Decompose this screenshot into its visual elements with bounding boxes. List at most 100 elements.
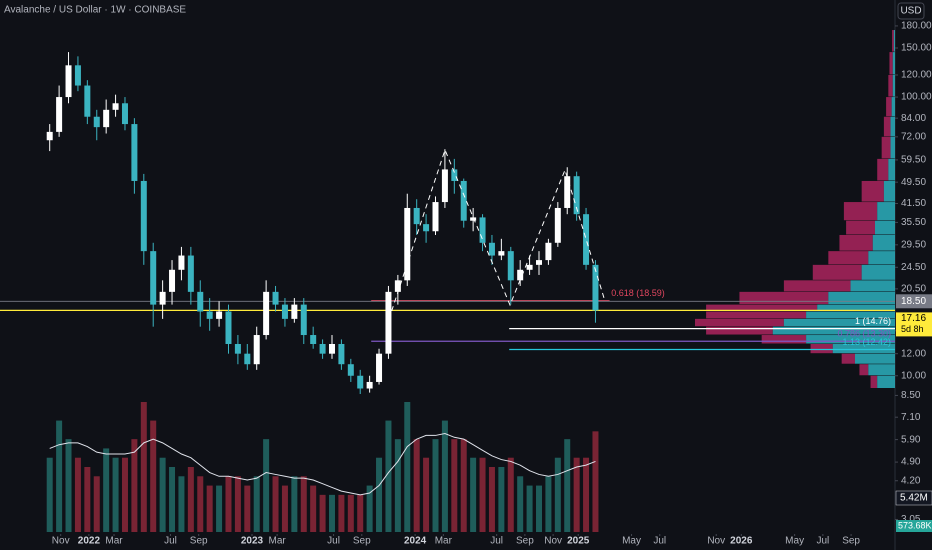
candle-body [488, 242, 495, 256]
volume-bar [310, 485, 317, 532]
candle-body [517, 269, 524, 281]
last-price-label: 17.16 [901, 313, 926, 324]
volume-bar [423, 457, 430, 532]
x-tick-label: Jul [164, 536, 177, 547]
y-tick-label: 4.20 [901, 475, 921, 486]
volume-bar [366, 485, 373, 532]
profile-up [877, 375, 895, 389]
candle-body [197, 291, 204, 312]
volume-bar [470, 457, 477, 532]
candle-body [573, 176, 580, 215]
candle-body [253, 335, 260, 365]
candle-body [150, 251, 157, 305]
volume-bar [583, 457, 590, 532]
volume-ma-badge-label: 573.68K [898, 520, 932, 530]
volume-bar [300, 476, 307, 532]
profile-up [828, 291, 895, 305]
volume-bar [432, 439, 439, 532]
y-tick-label: 41.50 [901, 198, 926, 209]
volume-bar [112, 457, 119, 532]
candle-body [206, 311, 213, 319]
candle-body [357, 375, 364, 389]
x-tick-label: 2026 [730, 536, 753, 547]
candle-body [300, 304, 307, 336]
y-tick-label: 24.50 [901, 262, 926, 273]
x-tick-label: Sep [516, 536, 534, 547]
volume-bar [536, 485, 543, 532]
profile-down [761, 335, 807, 344]
volume-bar [84, 467, 91, 532]
volume-bar [178, 476, 185, 532]
x-tick-label: Jul [816, 536, 829, 547]
candle-body [376, 353, 383, 382]
candle-body [112, 103, 119, 110]
profile-up [872, 234, 895, 251]
y-tick-label: 29.50 [901, 239, 926, 250]
profile-down [839, 234, 873, 251]
profile-down [783, 280, 851, 292]
volume-bar [328, 494, 335, 532]
volume-pane [46, 402, 599, 532]
profile-down [812, 264, 862, 280]
x-tick-label: Jul [653, 536, 666, 547]
candle-body [169, 269, 176, 292]
candle-body [432, 202, 439, 232]
volume-bar [479, 457, 486, 532]
candle-body [234, 343, 241, 354]
currency-box[interactable] [897, 2, 925, 20]
candle-body [93, 116, 100, 128]
profile-up [861, 264, 895, 280]
price-pane: 0.618 (18.59) 1 (14.76) 0.786 (13.30)1.13 … [0, 52, 895, 395]
candle-body [84, 85, 91, 117]
volume-bar [74, 457, 81, 532]
candle-body [423, 224, 430, 232]
volume-bar [498, 467, 505, 532]
profile-down [883, 116, 891, 137]
x-tick-label: Nov [544, 536, 562, 547]
candle-body [536, 260, 543, 265]
countdown: 5d 8h [901, 324, 924, 334]
y-tick-label: 10.00 [901, 370, 926, 381]
volume-bar [159, 457, 166, 532]
y-tick-label: 7.10 [901, 412, 921, 423]
volume-bar [291, 476, 298, 532]
volume-badge [895, 490, 932, 506]
profile-up [875, 220, 895, 235]
profile-down [706, 311, 807, 319]
x-tick-label: May [785, 536, 804, 547]
pattern-drawing [385, 148, 605, 329]
currency[interactable]: USD [900, 6, 921, 17]
y-tick-label: 35.50 [901, 217, 926, 228]
volume-bar [517, 476, 524, 532]
profile-down [888, 75, 893, 97]
marked-price-label: 18.50 [901, 296, 926, 307]
volume-bar [56, 420, 63, 532]
candle-body [592, 264, 599, 311]
volume-bar [376, 457, 383, 532]
volume-bar [460, 439, 467, 532]
profile-up [772, 326, 895, 335]
candle-body [159, 291, 166, 305]
volume-badge-label: 5.42M [900, 493, 928, 504]
profile-down [886, 97, 892, 117]
profile-down [877, 158, 889, 181]
candle-body [140, 180, 147, 252]
profile-up [850, 280, 895, 292]
x-tick-label: Nov [707, 536, 725, 547]
profile-up [855, 353, 895, 364]
profile-down [739, 291, 829, 305]
profile-up [893, 30, 895, 52]
volume-ma [49, 433, 596, 496]
y-tick-label: 59.50 [901, 155, 926, 166]
profile-up [806, 311, 895, 319]
candle-body [216, 311, 223, 319]
candle-body [507, 251, 514, 281]
x-tick-label: Sep [190, 536, 208, 547]
chart-title: Avalanche / US Dollar · 1W · COINBASE [4, 5, 186, 16]
y-tick-label: 100.00 [901, 92, 932, 103]
x-tick-label: May [622, 536, 641, 547]
y-tick-label: 8.50 [901, 390, 921, 401]
volume-bar [234, 476, 241, 532]
profile-up [868, 251, 895, 265]
candle-body [366, 381, 373, 389]
